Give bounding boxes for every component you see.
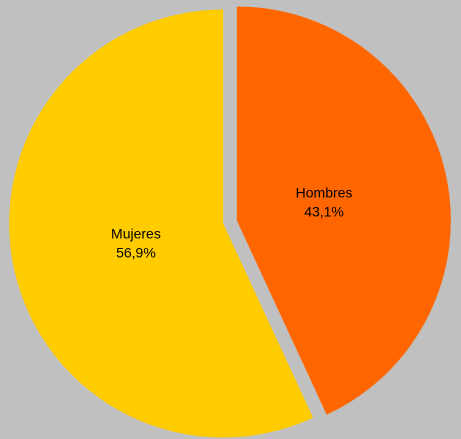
pie-slice-mujeres	[9, 9, 314, 438]
pie-slice-hombres	[236, 6, 451, 415]
labels-layer: Hombres 43,1% Mujeres 56,9%	[111, 184, 352, 260]
slice-label-hombres: Hombres	[296, 184, 353, 200]
slices-layer	[9, 6, 451, 438]
slice-value-hombres: 43,1%	[304, 203, 344, 219]
slice-label-mujeres: Mujeres	[111, 226, 161, 242]
slice-value-mujeres: 56,9%	[116, 245, 156, 261]
